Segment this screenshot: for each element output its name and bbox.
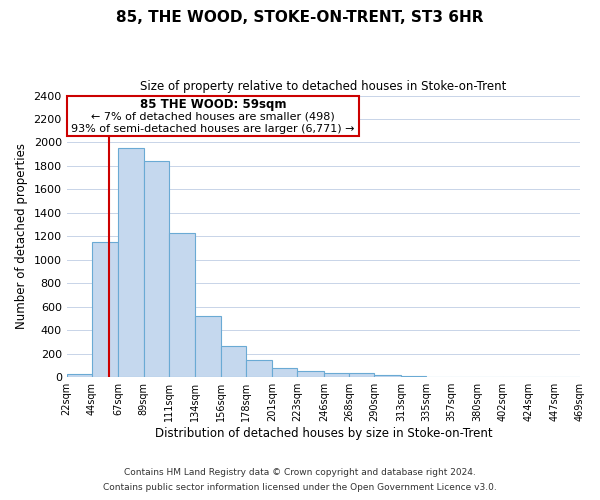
X-axis label: Distribution of detached houses by size in Stoke-on-Trent: Distribution of detached houses by size … <box>155 427 492 440</box>
Bar <box>374 376 401 377</box>
Text: 93% of semi-detached houses are larger (6,771) →: 93% of semi-detached houses are larger (… <box>71 124 355 134</box>
Text: Contains public sector information licensed under the Open Government Licence v3: Contains public sector information licen… <box>103 483 497 492</box>
Bar <box>67 374 92 377</box>
Text: 85 THE WOOD: 59sqm: 85 THE WOOD: 59sqm <box>140 98 286 111</box>
Bar <box>349 372 374 377</box>
Bar <box>92 242 118 377</box>
Bar <box>298 371 324 377</box>
FancyBboxPatch shape <box>67 96 359 136</box>
Bar <box>324 373 349 377</box>
Bar <box>272 368 298 377</box>
Title: Size of property relative to detached houses in Stoke-on-Trent: Size of property relative to detached ho… <box>140 80 506 93</box>
Bar <box>246 360 272 377</box>
Bar <box>169 234 195 377</box>
Bar <box>143 162 169 377</box>
Bar <box>118 148 143 377</box>
Text: Contains HM Land Registry data © Crown copyright and database right 2024.: Contains HM Land Registry data © Crown c… <box>124 468 476 477</box>
Text: 85, THE WOOD, STOKE-ON-TRENT, ST3 6HR: 85, THE WOOD, STOKE-ON-TRENT, ST3 6HR <box>116 10 484 25</box>
Bar <box>401 376 426 377</box>
Y-axis label: Number of detached properties: Number of detached properties <box>15 144 28 330</box>
Bar <box>195 316 221 377</box>
Bar <box>221 346 246 377</box>
Text: ← 7% of detached houses are smaller (498): ← 7% of detached houses are smaller (498… <box>91 112 335 122</box>
